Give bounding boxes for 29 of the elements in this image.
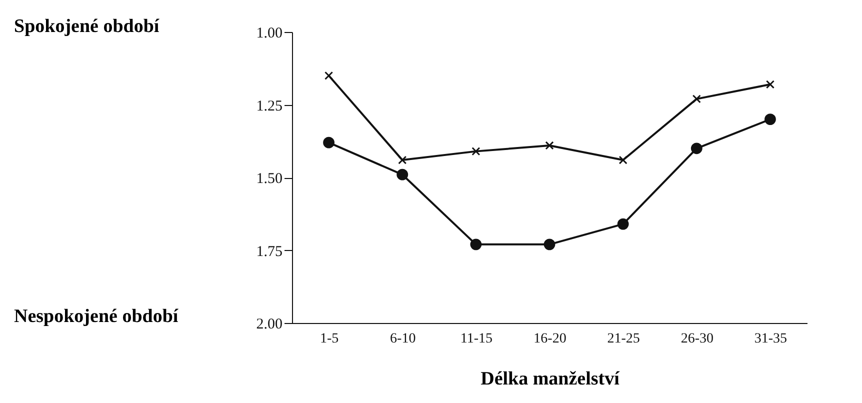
point [398, 156, 407, 164]
point [472, 147, 480, 156]
x-tick-label: 26-30 [680, 332, 714, 346]
point [544, 238, 556, 250]
point [618, 156, 628, 164]
point [617, 218, 629, 230]
point [766, 80, 774, 89]
x-tick-label: 16-20 [534, 332, 566, 346]
text: Nespokojené období [14, 306, 178, 328]
y-tick-label: 1.25 [256, 98, 282, 114]
point [323, 136, 334, 148]
point [690, 142, 702, 154]
x-tick-label: 1-5 [320, 332, 339, 346]
point [324, 71, 334, 80]
point [470, 238, 482, 250]
point [692, 94, 701, 104]
point [545, 141, 554, 150]
x-axis-title: Délka manželství [480, 368, 620, 390]
y-tick-label: 2.00 [256, 316, 282, 332]
y-tick-label: 1.00 [256, 26, 282, 42]
x-tick-label: 11-15 [460, 332, 493, 346]
x-tick-label: 21-25 [607, 332, 640, 346]
x-tick-label: 6-10 [390, 332, 416, 346]
y-tick-label: 1.50 [256, 171, 282, 187]
point [396, 168, 408, 180]
x-tick-label: 31-35 [754, 332, 788, 346]
y-tick-label: 1.75 [256, 244, 282, 260]
text: Spokojené období [14, 16, 160, 38]
point [764, 114, 776, 125]
